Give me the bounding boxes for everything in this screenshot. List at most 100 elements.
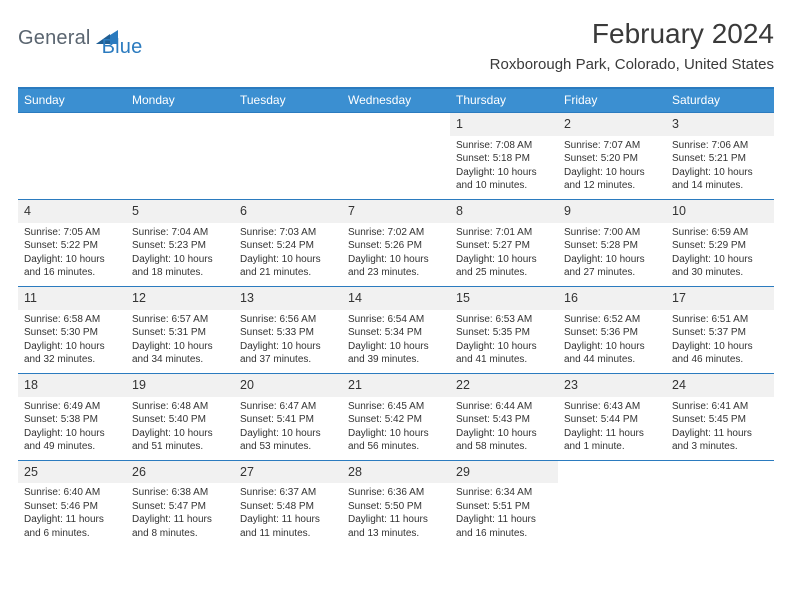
day-cell: 4Sunrise: 7:05 AMSunset: 5:22 PMDaylight… bbox=[18, 200, 126, 286]
daylight-line-1: Daylight: 11 hours bbox=[132, 513, 228, 527]
day-number-wrap: 8 bbox=[450, 200, 558, 223]
daylight-line-1: Daylight: 10 hours bbox=[348, 253, 444, 267]
sunrise-line: Sunrise: 6:59 AM bbox=[672, 226, 768, 240]
daylight-line-1: Daylight: 10 hours bbox=[348, 427, 444, 441]
day-number: 6 bbox=[240, 203, 336, 220]
day-number-wrap: 28 bbox=[342, 461, 450, 484]
week-row: 1Sunrise: 7:08 AMSunset: 5:18 PMDaylight… bbox=[18, 112, 774, 199]
sunset-line: Sunset: 5:45 PM bbox=[672, 413, 768, 427]
sunrise-line: Sunrise: 6:54 AM bbox=[348, 313, 444, 327]
daylight-line-1: Daylight: 10 hours bbox=[240, 340, 336, 354]
daylight-line-2: and 25 minutes. bbox=[456, 266, 552, 280]
day-number: 7 bbox=[348, 203, 444, 220]
day-cell bbox=[666, 461, 774, 547]
day-cell: 29Sunrise: 6:34 AMSunset: 5:51 PMDayligh… bbox=[450, 461, 558, 547]
brand-word-blue: Blue bbox=[102, 36, 143, 59]
day-number-wrap: 15 bbox=[450, 287, 558, 310]
day-cell: 8Sunrise: 7:01 AMSunset: 5:27 PMDaylight… bbox=[450, 200, 558, 286]
day-number-wrap: 5 bbox=[126, 200, 234, 223]
daylight-line-1: Daylight: 10 hours bbox=[672, 253, 768, 267]
sunset-line: Sunset: 5:43 PM bbox=[456, 413, 552, 427]
day-cell: 6Sunrise: 7:03 AMSunset: 5:24 PMDaylight… bbox=[234, 200, 342, 286]
sunset-line: Sunset: 5:34 PM bbox=[348, 326, 444, 340]
day-number-wrap: 10 bbox=[666, 200, 774, 223]
day-cell bbox=[126, 113, 234, 199]
sunset-line: Sunset: 5:26 PM bbox=[348, 239, 444, 253]
sunset-line: Sunset: 5:27 PM bbox=[456, 239, 552, 253]
day-number-wrap: 19 bbox=[126, 374, 234, 397]
sunset-line: Sunset: 5:51 PM bbox=[456, 500, 552, 514]
title-block: February 2024 Roxborough Park, Colorado,… bbox=[490, 18, 774, 73]
daylight-line-2: and 30 minutes. bbox=[672, 266, 768, 280]
sunrise-line: Sunrise: 6:48 AM bbox=[132, 400, 228, 414]
sunrise-line: Sunrise: 6:56 AM bbox=[240, 313, 336, 327]
day-number-wrap: 14 bbox=[342, 287, 450, 310]
day-number: 3 bbox=[672, 116, 768, 133]
daylight-line-2: and 16 minutes. bbox=[456, 527, 552, 541]
day-number-wrap: 7 bbox=[342, 200, 450, 223]
sunset-line: Sunset: 5:44 PM bbox=[564, 413, 660, 427]
day-number-wrap: 26 bbox=[126, 461, 234, 484]
brand-word-general: General bbox=[18, 27, 91, 50]
daylight-line-1: Daylight: 10 hours bbox=[456, 427, 552, 441]
daylight-line-1: Daylight: 10 hours bbox=[132, 253, 228, 267]
day-number: 15 bbox=[456, 290, 552, 307]
sunset-line: Sunset: 5:36 PM bbox=[564, 326, 660, 340]
daylight-line-1: Daylight: 10 hours bbox=[564, 340, 660, 354]
daylight-line-2: and 53 minutes. bbox=[240, 440, 336, 454]
daylight-line-2: and 39 minutes. bbox=[348, 353, 444, 367]
day-number: 28 bbox=[348, 464, 444, 481]
month-title: February 2024 bbox=[490, 18, 774, 50]
day-number-wrap: 16 bbox=[558, 287, 666, 310]
daylight-line-2: and 14 minutes. bbox=[672, 179, 768, 193]
day-number-wrap: 13 bbox=[234, 287, 342, 310]
sunset-line: Sunset: 5:37 PM bbox=[672, 326, 768, 340]
sunrise-line: Sunrise: 6:41 AM bbox=[672, 400, 768, 414]
daylight-line-2: and 13 minutes. bbox=[348, 527, 444, 541]
day-number-wrap: 12 bbox=[126, 287, 234, 310]
day-cell: 23Sunrise: 6:43 AMSunset: 5:44 PMDayligh… bbox=[558, 374, 666, 460]
daylight-line-1: Daylight: 10 hours bbox=[240, 427, 336, 441]
daylight-line-2: and 58 minutes. bbox=[456, 440, 552, 454]
day-cell: 16Sunrise: 6:52 AMSunset: 5:36 PMDayligh… bbox=[558, 287, 666, 373]
day-cell bbox=[234, 113, 342, 199]
daylight-line-1: Daylight: 10 hours bbox=[24, 340, 120, 354]
daylight-line-1: Daylight: 10 hours bbox=[564, 253, 660, 267]
day-cell: 15Sunrise: 6:53 AMSunset: 5:35 PMDayligh… bbox=[450, 287, 558, 373]
day-number-wrap: 29 bbox=[450, 461, 558, 484]
sunrise-line: Sunrise: 7:04 AM bbox=[132, 226, 228, 240]
dow-cell: Friday bbox=[558, 89, 666, 112]
sunrise-line: Sunrise: 7:07 AM bbox=[564, 139, 660, 153]
day-cell: 13Sunrise: 6:56 AMSunset: 5:33 PMDayligh… bbox=[234, 287, 342, 373]
daylight-line-1: Daylight: 11 hours bbox=[672, 427, 768, 441]
daylight-line-2: and 8 minutes. bbox=[132, 527, 228, 541]
day-cell: 17Sunrise: 6:51 AMSunset: 5:37 PMDayligh… bbox=[666, 287, 774, 373]
day-number-wrap: 27 bbox=[234, 461, 342, 484]
sunset-line: Sunset: 5:30 PM bbox=[24, 326, 120, 340]
daylight-line-2: and 21 minutes. bbox=[240, 266, 336, 280]
sunset-line: Sunset: 5:28 PM bbox=[564, 239, 660, 253]
sunrise-line: Sunrise: 7:06 AM bbox=[672, 139, 768, 153]
week-row: 25Sunrise: 6:40 AMSunset: 5:46 PMDayligh… bbox=[18, 460, 774, 547]
day-cell bbox=[342, 113, 450, 199]
day-cell: 18Sunrise: 6:49 AMSunset: 5:38 PMDayligh… bbox=[18, 374, 126, 460]
day-number: 21 bbox=[348, 377, 444, 394]
sunset-line: Sunset: 5:18 PM bbox=[456, 152, 552, 166]
day-cell: 7Sunrise: 7:02 AMSunset: 5:26 PMDaylight… bbox=[342, 200, 450, 286]
daylight-line-2: and 56 minutes. bbox=[348, 440, 444, 454]
daylight-line-2: and 1 minute. bbox=[564, 440, 660, 454]
day-number: 26 bbox=[132, 464, 228, 481]
daylight-line-2: and 23 minutes. bbox=[348, 266, 444, 280]
day-number-wrap: 18 bbox=[18, 374, 126, 397]
day-cell: 12Sunrise: 6:57 AMSunset: 5:31 PMDayligh… bbox=[126, 287, 234, 373]
day-number-wrap: 9 bbox=[558, 200, 666, 223]
daylight-line-1: Daylight: 11 hours bbox=[24, 513, 120, 527]
day-number-wrap: 23 bbox=[558, 374, 666, 397]
day-cell bbox=[558, 461, 666, 547]
daylight-line-2: and 18 minutes. bbox=[132, 266, 228, 280]
daylight-line-2: and 32 minutes. bbox=[24, 353, 120, 367]
sunset-line: Sunset: 5:48 PM bbox=[240, 500, 336, 514]
sunset-line: Sunset: 5:21 PM bbox=[672, 152, 768, 166]
daylight-line-2: and 6 minutes. bbox=[24, 527, 120, 541]
sunset-line: Sunset: 5:20 PM bbox=[564, 152, 660, 166]
